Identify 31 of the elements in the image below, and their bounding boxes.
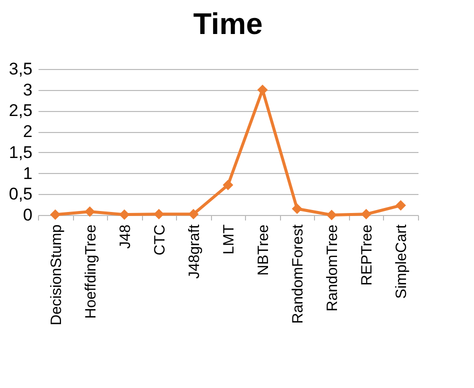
y-tick-label: 3: [23, 80, 32, 100]
y-tick-label: 3,5: [8, 60, 32, 78]
point: [50, 209, 61, 220]
y-tick-label: 2,5: [8, 101, 32, 120]
x-tick-label: DecisionStump: [48, 224, 65, 326]
point: [395, 200, 406, 211]
y-tick-label: 1,5: [8, 142, 32, 162]
point: [292, 204, 302, 214]
x-tick-label: RandomForest: [290, 224, 307, 324]
point: [360, 208, 372, 220]
point: [222, 180, 234, 190]
point: [154, 208, 164, 220]
chart-title: Time: [193, 8, 263, 41]
point: [84, 206, 96, 217]
point: [326, 210, 337, 220]
point: [257, 84, 268, 96]
x-tick-label: J48: [116, 224, 134, 249]
point: [119, 209, 130, 220]
point: [188, 208, 199, 220]
x-tick-label: HoeffdingTree: [82, 224, 100, 319]
x-tick-label: CTC: [151, 224, 168, 256]
x-tick-label: REPTree: [358, 224, 376, 286]
x-tick-label: SimpleCart: [393, 224, 410, 299]
x-tick-label: LMT: [220, 224, 238, 254]
y-tick-label: 0: [23, 206, 32, 224]
y-tick-label: 2: [23, 122, 32, 142]
x-tick-label: J48graft: [186, 224, 203, 279]
y-tick-label: 0,5: [8, 184, 32, 204]
x-tick-label: RandomTree: [324, 224, 342, 312]
x-tick-label: NBTree: [255, 224, 272, 276]
y-tick-label: 1: [23, 164, 32, 183]
